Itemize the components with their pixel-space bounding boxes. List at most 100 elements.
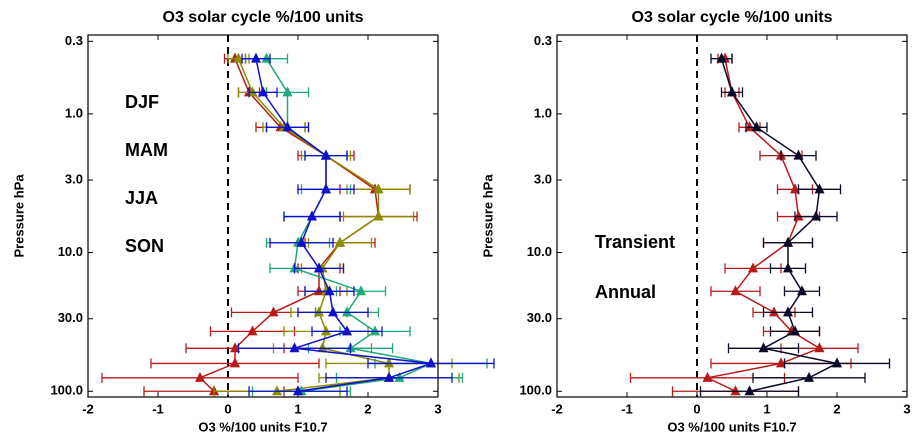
x-axis-label: O3 %/100 units F10.7: [667, 419, 796, 434]
x-tick-label: -1: [152, 401, 164, 416]
y-tick-label: 1.0: [65, 105, 83, 120]
marker: [758, 342, 769, 353]
y-tick-label: 1.0: [534, 105, 552, 120]
x-tick-label: 2: [833, 401, 840, 416]
y-tick-label: 3.0: [534, 171, 552, 186]
x-tick-label: -2: [551, 401, 563, 416]
series-line: [720, 58, 840, 392]
marker: [744, 385, 755, 396]
series-line: [255, 58, 432, 393]
marker: [272, 385, 282, 396]
marker: [716, 52, 727, 63]
plot-frame: [87, 34, 439, 398]
marker: [321, 183, 331, 194]
marker: [769, 306, 779, 317]
marker: [230, 342, 240, 353]
marker: [247, 325, 258, 336]
marker: [195, 371, 205, 382]
marker: [790, 183, 800, 194]
marker: [328, 306, 338, 317]
marker: [702, 371, 713, 382]
y-tick-label: 0.3: [534, 33, 552, 48]
chart-title: O3 solar cycle %/100 units: [632, 9, 833, 26]
marker: [230, 357, 240, 368]
marker: [321, 325, 331, 336]
marker: [258, 86, 268, 97]
marker: [776, 357, 786, 368]
marker: [289, 342, 300, 353]
marker: [783, 236, 793, 247]
marker: [233, 52, 244, 63]
marker: [296, 236, 307, 247]
legend-entry: MAM: [125, 140, 168, 160]
marker: [321, 149, 331, 160]
marker: [730, 385, 741, 396]
x-tick-label: -2: [82, 401, 94, 416]
x-tick-label: 1: [763, 401, 770, 416]
x-tick-label: 0: [693, 401, 700, 416]
marker: [797, 285, 807, 296]
x-tick-label: 1: [294, 401, 301, 416]
y-axis-label: Pressure hPa: [480, 174, 495, 258]
legend-entry: DJF: [125, 92, 159, 112]
marker: [247, 86, 258, 97]
x-tick-label: 0: [224, 401, 231, 416]
marker: [282, 86, 293, 97]
marker: [744, 121, 755, 132]
y-axis-label: Pressure hPa: [11, 174, 26, 258]
marker: [793, 210, 804, 221]
legend-entry: Annual: [595, 282, 656, 302]
marker: [261, 52, 272, 63]
marker: [307, 210, 317, 221]
marker: [314, 285, 324, 296]
x-axis-label: O3 %/100 units F10.7: [198, 419, 327, 434]
x-tick-label: 2: [364, 401, 371, 416]
marker: [814, 183, 825, 194]
marker: [384, 357, 394, 368]
series-line: [705, 58, 822, 392]
marker: [727, 86, 737, 97]
marker: [748, 262, 758, 273]
marker: [335, 236, 345, 247]
marker: [814, 342, 825, 353]
y-tick-label: 10.0: [58, 244, 83, 259]
y-tick-label: 30.0: [58, 310, 83, 325]
chart-title: O3 solar cycle %/100 units: [163, 9, 364, 26]
marker: [356, 285, 366, 296]
marker: [426, 357, 436, 368]
marker: [293, 385, 303, 396]
series-line: [198, 58, 380, 392]
y-tick-label: 10.0: [527, 244, 552, 259]
marker: [373, 183, 384, 194]
marker: [783, 262, 793, 273]
marker: [314, 306, 324, 317]
legend-entry: SON: [125, 236, 164, 256]
marker: [370, 325, 380, 336]
x-tick-label: 3: [434, 401, 441, 416]
y-tick-label: 30.0: [527, 310, 552, 325]
legend-entry: JJA: [125, 188, 158, 208]
marker: [317, 342, 328, 353]
marker: [268, 306, 279, 317]
series-line: [265, 58, 434, 393]
y-tick-label: 0.3: [65, 33, 83, 48]
marker: [251, 52, 261, 63]
x-tick-label: 3: [903, 401, 910, 416]
marker: [324, 285, 335, 296]
marker: [811, 210, 821, 221]
marker: [314, 262, 324, 273]
marker: [783, 306, 793, 317]
marker: [373, 210, 384, 221]
legend-entry: Transient: [595, 232, 675, 252]
marker: [342, 306, 352, 317]
plot-frame: [556, 34, 908, 398]
y-tick-label: 100.0: [519, 383, 552, 398]
marker: [751, 121, 762, 132]
y-tick-label: 3.0: [65, 171, 83, 186]
x-tick-label: -1: [621, 401, 633, 416]
marker: [394, 371, 405, 382]
y-tick-label: 100.0: [50, 383, 83, 398]
marker: [342, 325, 352, 336]
